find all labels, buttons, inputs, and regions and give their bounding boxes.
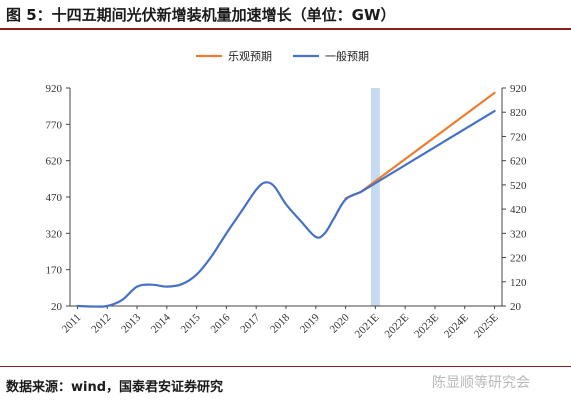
y-right-tick-label: 520: [510, 180, 527, 192]
x-tick-label: 2015: [179, 311, 203, 335]
x-tick-label: 2020: [328, 311, 352, 335]
x-tick-label: 2014: [149, 311, 173, 335]
x-tick-label: 2022E: [382, 311, 411, 340]
legend-label-0: 乐观预期: [228, 50, 272, 63]
x-tick-label: 2018: [268, 311, 292, 335]
x-tick-label: 2023E: [412, 311, 441, 340]
footer-rule: [0, 366, 571, 367]
y-right-tick-label: 20: [510, 301, 522, 313]
x-tick-label: 2019: [298, 311, 322, 335]
y-left-tick-label: 170: [46, 265, 63, 277]
title-rule: [0, 28, 571, 30]
series-line-0: [344, 91, 496, 200]
y-right-tick-label: 920: [510, 83, 527, 95]
legend-label-1: 一般预期: [325, 50, 369, 63]
y-left-tick-label: 470: [46, 192, 63, 204]
series-layer: [76, 91, 496, 308]
x-tick-label: 2012: [89, 312, 113, 336]
x-tick-label: 2021E: [353, 311, 382, 340]
y-left-tick-label: 620: [46, 156, 63, 168]
x-tick-label: 2016: [208, 311, 232, 335]
forecast-highlight-band: [370, 88, 380, 306]
y-right-tick-label: 620: [510, 156, 527, 168]
x-tick-label: 2024E: [442, 311, 471, 340]
y-left-tick-label: 770: [46, 119, 63, 131]
figure-title: 图 5：十四五期间光伏新增装机量加速增长（单位：GW）: [6, 6, 396, 24]
y-right-tick-label: 720: [510, 131, 527, 143]
y-left-tick-label: 20: [51, 301, 63, 313]
y-right-tick-label: 220: [510, 253, 527, 265]
x-tick-label: 2017: [238, 311, 262, 335]
x-tick-label: 2011: [60, 312, 84, 336]
y-right-tick-label: 120: [510, 277, 527, 289]
legend: 乐观预期 一般预期: [196, 50, 369, 63]
y-right-tick-label: 320: [510, 228, 527, 240]
line-chart: 20 170 320 470 620 770 920 20 120 220 320 420 520 620…: [46, 50, 528, 340]
y-left-tick-label: 320: [46, 228, 63, 240]
x-tick-label: 2025E: [472, 311, 501, 340]
series-line-1: [76, 109, 496, 308]
y-right-tick-label: 420: [510, 204, 527, 216]
x-tick-label: 2013: [119, 311, 143, 335]
y-right-tick-label: 820: [510, 107, 527, 119]
highlight-layer: [370, 88, 380, 306]
source-note: 数据来源：wind，国泰君安证券研究: [6, 380, 224, 395]
watermark: 陈显顺等研究会: [432, 375, 530, 391]
y-left-tick-label: 920: [46, 83, 63, 95]
